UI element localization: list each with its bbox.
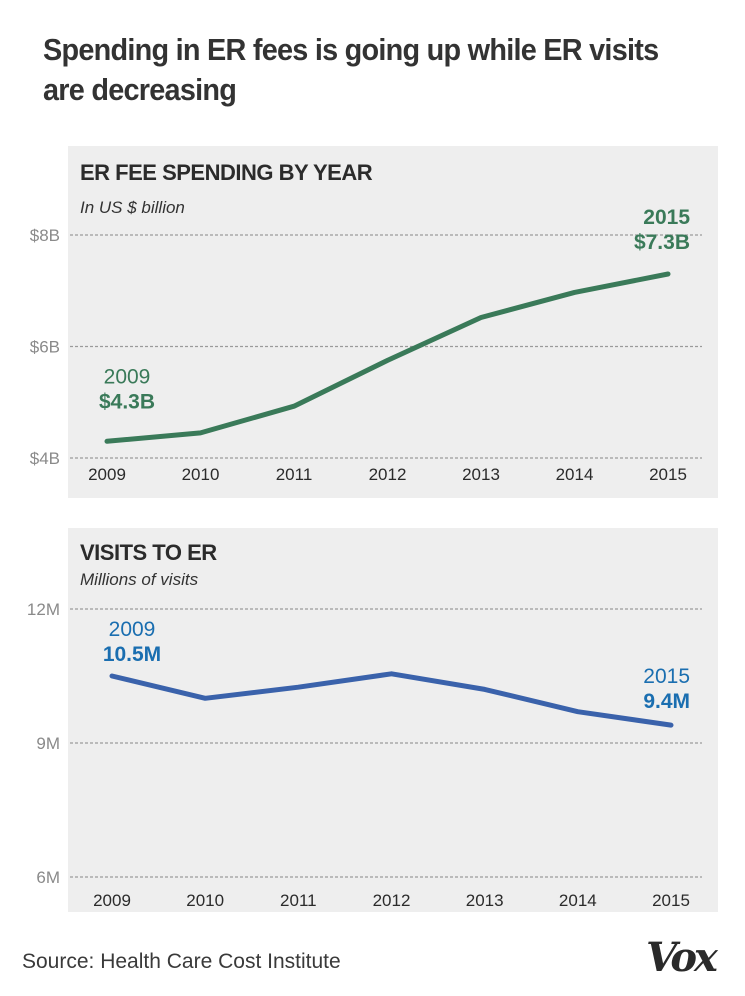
annotation-value: $4.3B (99, 390, 155, 413)
visits-chart-panel: VISITS TO ER Millions of visits (68, 528, 718, 912)
annotation-year: 2015 (643, 665, 690, 688)
x-tick-label: 2011 (276, 465, 313, 484)
annotation-year: 2015 (643, 206, 690, 229)
chart-title: VISITS TO ER (80, 540, 217, 565)
x-tick-label: 2013 (462, 465, 500, 484)
y-tick-label: 9M (36, 734, 60, 753)
annotation-value: 9.4M (643, 690, 690, 713)
x-tick-label: 2013 (466, 891, 504, 910)
x-tick-label: 2014 (556, 465, 594, 484)
series-line (104, 271, 671, 444)
series-line (109, 671, 674, 728)
annotation-year: 2009 (104, 365, 151, 388)
x-tick-label: 2011 (280, 891, 317, 910)
x-tick-label: 2012 (369, 465, 407, 484)
headline: Spending in ER fees is going up while ER… (43, 32, 659, 107)
annotation-value: $7.3B (634, 231, 690, 254)
x-tick-label: 2012 (373, 891, 411, 910)
x-tick-label: 2010 (186, 891, 224, 910)
chart-subtitle: In US $ billion (80, 198, 185, 217)
x-tick-label: 2009 (93, 891, 131, 910)
y-tick-label: $6B (30, 338, 60, 357)
x-tick-label: 2009 (88, 465, 126, 484)
y-tick-label: $4B (30, 449, 60, 468)
y-tick-label: $8B (30, 226, 60, 245)
vox-logo: Vox (646, 934, 718, 981)
x-tick-label: 2015 (649, 465, 687, 484)
spending-chart-panel: ER FEE SPENDING BY YEAR In US $ billion (68, 146, 718, 498)
annotation-value: 10.5M (103, 643, 161, 666)
source-note: Source: Health Care Cost Institute (22, 950, 341, 973)
x-tick-label: 2015 (652, 891, 690, 910)
annotation-year: 2009 (109, 618, 156, 641)
y-tick-label: 12M (27, 600, 60, 619)
y-tick-label: 6M (36, 868, 60, 887)
chart-subtitle: Millions of visits (80, 570, 199, 589)
chart-title: ER FEE SPENDING BY YEAR (80, 160, 373, 185)
x-tick-label: 2010 (182, 465, 220, 484)
x-tick-label: 2014 (559, 891, 597, 910)
